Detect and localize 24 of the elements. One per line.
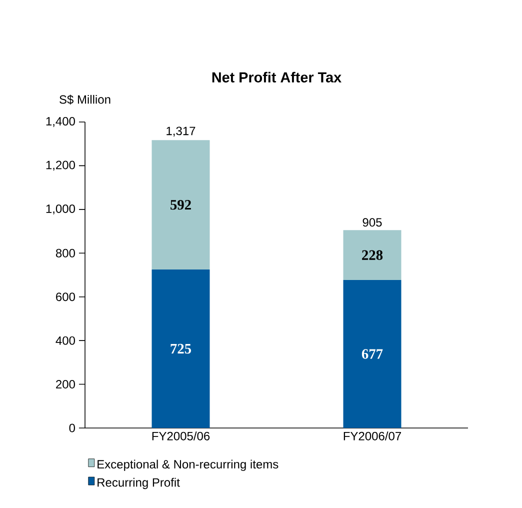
chart-title: Net Profit After Tax — [212, 72, 342, 82]
y-tick-label: 1,400 — [46, 117, 76, 127]
total-label: 1,317 — [166, 126, 196, 137]
data-label: 677 — [362, 349, 383, 359]
bar — [152, 140, 210, 270]
y-tick-label: 1,000 — [46, 204, 76, 214]
y-tick-label: 1,200 — [46, 160, 76, 171]
x-tick-label: FY2006/07 — [344, 432, 401, 440]
data-label: 228 — [362, 250, 383, 260]
y-tick-label: 400 — [56, 336, 76, 345]
bar — [343, 280, 402, 428]
legend-label: Exceptional & Non-recurring items — [98, 460, 278, 471]
y-tick-label: 800 — [56, 248, 76, 258]
data-label: 592 — [170, 200, 191, 210]
y-tick-label: 0 — [69, 424, 76, 432]
y-tick-label: 600 — [56, 292, 76, 302]
data-label: 725 — [170, 344, 192, 354]
bar — [152, 270, 210, 428]
y-tick-label: 200 — [56, 380, 76, 389]
y-axis-title: S$ Million — [60, 94, 110, 104]
x-tick-label: FY2005/06 — [152, 432, 210, 440]
legend-label: Recurring Profit — [98, 478, 180, 490]
bar — [343, 230, 402, 280]
total-label: 905 — [362, 218, 382, 227]
